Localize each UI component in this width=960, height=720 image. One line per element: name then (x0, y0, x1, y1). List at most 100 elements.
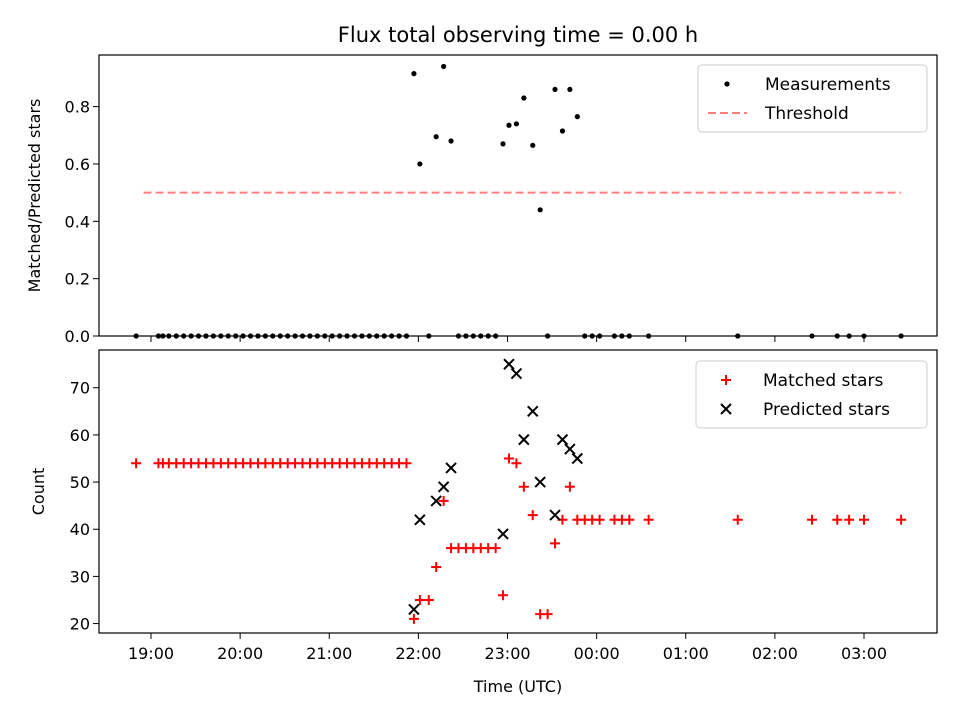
matched-star-point (498, 590, 509, 601)
bottom-xtick-label: 21:00 (306, 644, 352, 663)
bottom-ytick-label: 70 (70, 379, 90, 398)
bottom-ytick-label: 20 (70, 615, 90, 634)
bottom-ytick-label: 60 (70, 426, 90, 445)
measurement-point (307, 333, 313, 339)
measurement-point (552, 86, 558, 93)
matched-star-point (732, 514, 743, 525)
bottom-xlabel: Time (UTC) (473, 677, 562, 696)
predicted-star-point (534, 476, 546, 488)
matched-star-point (859, 514, 869, 525)
measurement-point (314, 333, 320, 339)
measurement-point (596, 333, 603, 339)
measurement-point (155, 333, 162, 339)
measurement-point (455, 333, 462, 339)
bottom-panel: 20 30 40 50 60 70 19:00 20:00 21:00 22:00 23:00 00:… (29, 349, 938, 696)
measurement-point (441, 63, 447, 70)
figure-title: Flux total observing time = 0.00 h (338, 23, 698, 47)
bottom-ytick-label: 40 (70, 520, 90, 539)
bottom-xtick-label: 02:00 (752, 644, 798, 663)
measurement-point (619, 333, 625, 339)
bottom-xtick-label: 22:00 (395, 644, 441, 663)
measurement-point (160, 333, 166, 339)
measurement-point (255, 333, 261, 339)
measurement-point (898, 333, 904, 339)
matched-star-point (624, 514, 635, 525)
bottom-axes-frame (98, 349, 938, 634)
top-ytick-label: 0.6 (65, 155, 90, 174)
top-ytick-label: 0.8 (65, 98, 90, 117)
bottom-xtick-label: 01:00 (663, 644, 709, 663)
predicted-star-point (527, 405, 539, 418)
matched-star-point (490, 543, 501, 554)
matched-star-point (503, 453, 514, 464)
matched-star-point (564, 481, 575, 492)
matched-star-point (550, 538, 561, 549)
predicted-star-point (556, 433, 569, 446)
measurement-point (530, 142, 536, 148)
measurement-point (478, 333, 484, 339)
measurement-point (567, 86, 573, 93)
measurement-point (133, 333, 139, 339)
measurement-point (389, 333, 395, 339)
top-ytick-label: 0.4 (65, 212, 90, 231)
measurement-point (277, 333, 283, 339)
predicted-star-point (571, 452, 584, 465)
bottom-xtick-label: 00:00 (574, 644, 620, 663)
measurement-point (322, 333, 328, 339)
measurement-point (403, 333, 410, 339)
measurement-point (448, 138, 454, 144)
measurement-point (589, 333, 595, 339)
measurement-point (240, 333, 246, 339)
matched-star-point (844, 514, 855, 525)
matched-star-point (807, 514, 818, 525)
measurement-point (262, 333, 268, 339)
predicted-star-point (564, 443, 576, 455)
measurement-point (233, 333, 239, 339)
measurement-point (188, 333, 194, 339)
measurement-point (426, 333, 432, 339)
bottom-xtick-label: 23:00 (484, 644, 530, 663)
measurement-point (559, 128, 566, 134)
matched-star-point (431, 561, 442, 572)
predicted-star-point (497, 528, 509, 540)
matched-star-point (896, 514, 907, 525)
measurement-point (506, 122, 512, 128)
bottom-ytick-label: 30 (70, 567, 90, 586)
top-axes-frame (98, 54, 938, 337)
measurement-point (646, 333, 652, 339)
matched-star-point (414, 594, 425, 605)
predicted-star-point (503, 358, 515, 370)
top-ytick-label: 0.2 (65, 270, 90, 289)
measurement-point (485, 333, 491, 339)
matched-star-point (594, 514, 605, 525)
measurement-point (417, 161, 423, 167)
top-panel: 0.0 0.2 0.4 0.6 0.8 Matched/Predicted stars Me… (25, 54, 938, 346)
measurement-point (611, 333, 618, 339)
predicted-star-point (437, 481, 450, 493)
legend-predicted-label: Predicted stars (763, 400, 890, 420)
measurement-point (285, 333, 291, 339)
measurement-point (292, 333, 298, 339)
matched-star-point (643, 514, 654, 525)
bottom-legend-box (695, 360, 928, 429)
measurement-point (846, 333, 852, 339)
measurement-point (433, 134, 439, 140)
predicted-star-point (510, 367, 523, 380)
matched-star-point (408, 613, 419, 624)
measurement-point (537, 207, 543, 213)
measurement-point (247, 333, 254, 339)
measurement-point (359, 333, 365, 339)
legend-measurements-marker (724, 81, 730, 87)
measurement-point (173, 333, 179, 339)
measurement-point (513, 121, 520, 127)
measurement-point (374, 333, 380, 339)
predicted-star-point (408, 603, 420, 616)
bottom-xtick-label: 03:00 (841, 644, 887, 663)
measurement-point (500, 141, 506, 147)
measurement-point (381, 333, 387, 339)
predicted-star-point (414, 514, 426, 526)
matched-star-point (511, 458, 522, 469)
measurement-point (545, 333, 551, 339)
measurement-point (344, 333, 350, 339)
legend-measurements-label: Measurements (765, 75, 891, 95)
